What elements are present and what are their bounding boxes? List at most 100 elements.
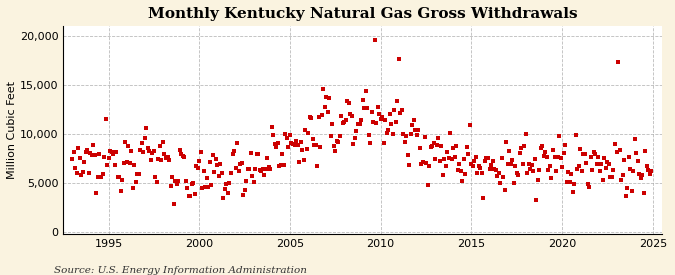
Point bbox=[256, 169, 267, 174]
Point bbox=[176, 152, 186, 156]
Point bbox=[372, 105, 383, 109]
Point bbox=[535, 145, 546, 150]
Point bbox=[462, 145, 472, 149]
Point bbox=[186, 182, 197, 186]
Point bbox=[547, 148, 558, 152]
Point bbox=[526, 163, 537, 167]
Point bbox=[490, 168, 501, 172]
Point bbox=[570, 133, 581, 137]
Point bbox=[540, 150, 551, 154]
Point bbox=[369, 38, 380, 42]
Point bbox=[277, 151, 288, 156]
Point bbox=[566, 172, 576, 176]
Point bbox=[637, 173, 647, 177]
Point bbox=[344, 101, 354, 105]
Point bbox=[122, 160, 132, 164]
Point bbox=[200, 185, 211, 189]
Point bbox=[84, 171, 95, 175]
Point bbox=[552, 155, 563, 159]
Point bbox=[555, 156, 566, 161]
Point bbox=[549, 155, 560, 159]
Point bbox=[345, 112, 356, 116]
Point bbox=[253, 152, 264, 157]
Point bbox=[413, 128, 424, 133]
Point bbox=[227, 152, 238, 156]
Point bbox=[602, 160, 613, 164]
Point bbox=[557, 164, 568, 169]
Point bbox=[88, 142, 99, 147]
Point bbox=[79, 160, 90, 164]
Point bbox=[124, 161, 135, 166]
Point bbox=[268, 133, 279, 138]
Point bbox=[645, 171, 655, 176]
Point bbox=[384, 112, 395, 116]
Point bbox=[130, 180, 141, 184]
Point bbox=[517, 162, 528, 166]
Point bbox=[288, 142, 298, 146]
Point bbox=[348, 141, 359, 146]
Point bbox=[418, 160, 429, 164]
Point bbox=[537, 143, 548, 148]
Point bbox=[579, 152, 590, 156]
Point bbox=[396, 108, 407, 112]
Point bbox=[401, 134, 412, 138]
Point bbox=[368, 120, 379, 125]
Point bbox=[197, 186, 208, 191]
Point bbox=[207, 152, 218, 157]
Point bbox=[118, 160, 129, 165]
Point bbox=[387, 132, 398, 136]
Point bbox=[123, 144, 134, 148]
Point bbox=[330, 149, 341, 153]
Point bbox=[91, 191, 102, 195]
Point bbox=[292, 142, 303, 147]
Point bbox=[334, 134, 345, 138]
Point bbox=[300, 128, 310, 132]
Point bbox=[472, 170, 483, 175]
Point bbox=[595, 169, 605, 174]
Point bbox=[167, 175, 178, 179]
Point bbox=[475, 166, 486, 170]
Point bbox=[144, 149, 155, 153]
Point bbox=[162, 155, 173, 159]
Point bbox=[398, 132, 409, 136]
Point bbox=[254, 168, 265, 172]
Point bbox=[508, 181, 519, 186]
Point bbox=[463, 152, 474, 156]
Point bbox=[593, 155, 603, 160]
Point bbox=[404, 163, 415, 167]
Point bbox=[561, 180, 572, 184]
Point bbox=[634, 172, 645, 176]
Point bbox=[357, 98, 368, 102]
Y-axis label: Million Cubic Feet: Million Cubic Feet bbox=[7, 81, 17, 179]
Point bbox=[233, 169, 244, 173]
Point bbox=[140, 136, 151, 140]
Point bbox=[261, 167, 271, 171]
Point bbox=[457, 178, 468, 183]
Point bbox=[468, 164, 479, 168]
Point bbox=[400, 140, 410, 144]
Point bbox=[73, 146, 84, 150]
Point bbox=[201, 176, 212, 180]
Point bbox=[173, 179, 184, 183]
Point bbox=[195, 150, 206, 154]
Point bbox=[560, 143, 570, 147]
Title: Monthly Kentucky Natural Gas Gross Withdrawals: Monthly Kentucky Natural Gas Gross Withd… bbox=[148, 7, 577, 21]
Point bbox=[386, 122, 397, 126]
Point bbox=[596, 161, 607, 166]
Point bbox=[100, 117, 111, 121]
Point bbox=[383, 128, 394, 133]
Point bbox=[315, 144, 325, 149]
Point bbox=[534, 168, 545, 173]
Point bbox=[427, 144, 437, 148]
Point bbox=[304, 115, 315, 119]
Point bbox=[608, 168, 619, 172]
Point bbox=[506, 162, 516, 166]
Point bbox=[528, 169, 539, 173]
Point bbox=[623, 155, 634, 160]
Point bbox=[504, 149, 514, 153]
Point bbox=[640, 148, 651, 153]
Point bbox=[416, 162, 427, 166]
Point bbox=[285, 133, 296, 138]
Point bbox=[477, 171, 487, 176]
Point bbox=[115, 189, 126, 193]
